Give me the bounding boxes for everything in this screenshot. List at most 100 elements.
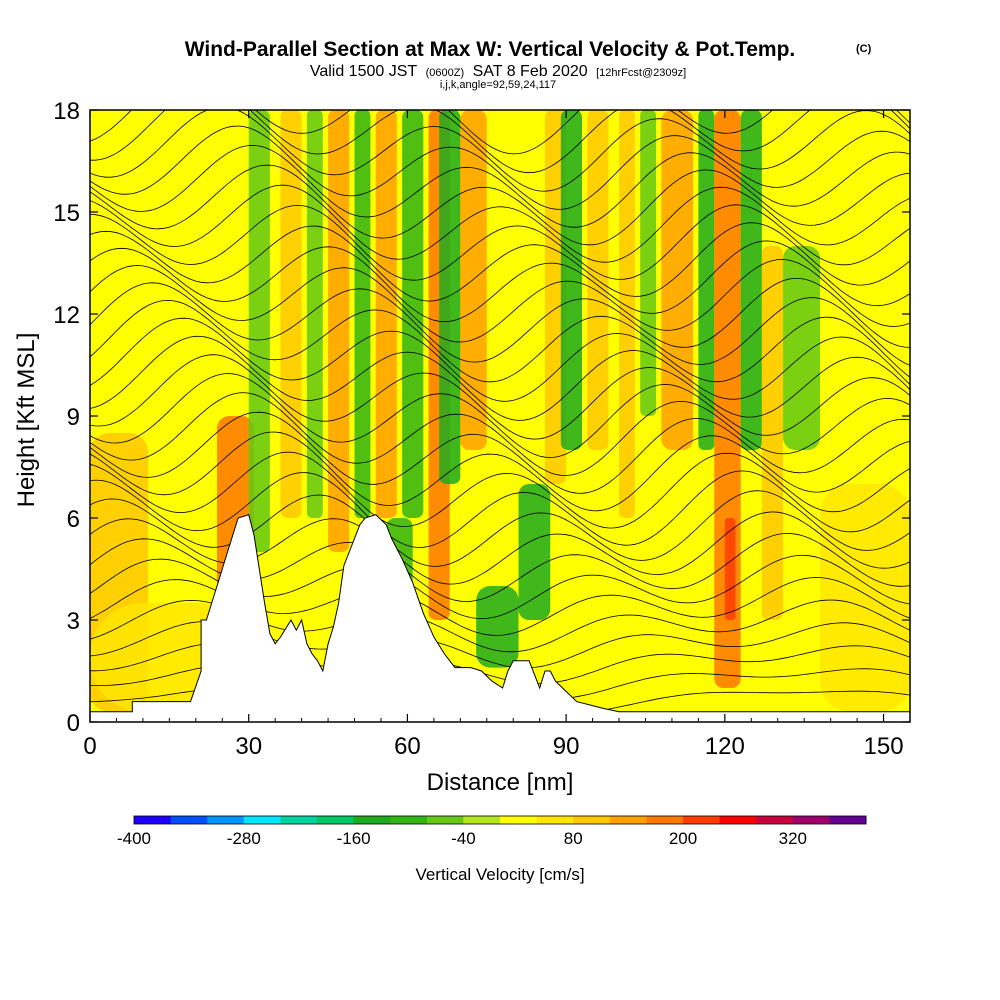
velocity-cell <box>820 484 910 712</box>
velocity-cell <box>761 246 784 620</box>
x-tick-label: 120 <box>705 733 745 760</box>
velocity-cell <box>560 110 582 450</box>
chart-subtitle: Valid 1500 JST (0600Z) SAT 8 Feb 2020 [1… <box>310 63 686 80</box>
grid-info: i,j,k,angle=92,59,24,117 <box>440 79 556 91</box>
colorbar: -400 -280 -160 -40 80 200 320 <box>117 815 867 848</box>
colorbar-tick-label: -160 <box>337 829 371 848</box>
isentrope-line <box>90 164 910 246</box>
isentrope-line <box>90 335 910 421</box>
velocity-cell <box>740 110 762 450</box>
isentrope-line <box>90 451 910 529</box>
y-tick-label: 0 <box>67 710 80 737</box>
colorbar-swatch <box>683 816 721 824</box>
velocity-cell <box>354 110 371 518</box>
y-tick-label: 9 <box>67 404 80 431</box>
isentrope-line <box>90 259 910 343</box>
colorbar-swatch <box>829 816 867 824</box>
colorbar-frame <box>133 815 867 825</box>
isentrope-line <box>90 316 910 402</box>
velocity-cell <box>640 110 657 416</box>
colorbar-swatch <box>500 816 538 824</box>
chart-title: Wind-Parallel Section at Max W: Vertical… <box>185 38 796 61</box>
colorbar-tick-label: -40 <box>451 829 476 848</box>
isentrope-line <box>90 184 910 263</box>
colorbar-swatch <box>317 816 355 824</box>
y-tick-label: 18 <box>53 98 80 125</box>
velocity-cell <box>783 246 821 450</box>
y-axis: 0 3 6 9 12 15 18 <box>53 98 910 737</box>
colorbar-swatch <box>792 816 830 824</box>
x-tick-label: 150 <box>864 733 904 760</box>
x-tick-label: 0 <box>83 733 96 760</box>
isentrope-line <box>90 125 910 210</box>
y-tick-label: 12 <box>53 302 80 329</box>
colorbar-swatch <box>463 816 501 824</box>
isentrope-line <box>90 110 910 155</box>
isentrope-line <box>90 297 910 383</box>
velocity-cell <box>724 518 736 620</box>
colorbar-swatch <box>719 816 757 824</box>
subtitle-date: SAT 8 Feb 2020 <box>473 63 588 80</box>
y-tick-label: 6 <box>67 506 80 533</box>
velocity-field <box>90 110 910 722</box>
colorbar-swatch <box>243 816 281 824</box>
velocity-cell <box>280 110 302 518</box>
isentrope-line <box>90 470 910 548</box>
colorbar-swatch <box>426 816 464 824</box>
colorbar-tick-label: -400 <box>117 829 151 848</box>
velocity-cell <box>402 110 424 518</box>
subtitle-utc: (0600Z) <box>426 67 465 79</box>
isentrope-line <box>90 490 910 567</box>
colorbar-tick-label: 80 <box>564 829 583 848</box>
colorbar-tick-label: 320 <box>779 829 807 848</box>
isentrope-line <box>90 144 910 228</box>
isentrope-line <box>90 354 910 440</box>
velocity-cell <box>328 110 350 552</box>
x-tick-label: 60 <box>394 733 421 760</box>
colorbar-swatch <box>280 816 318 824</box>
velocity-cell <box>661 110 694 450</box>
velocity-cell <box>439 110 461 484</box>
subtitle-forecast: [12hrFcst@2309z] <box>596 67 686 79</box>
y-tick-label: 15 <box>53 200 80 227</box>
x-tick-label: 90 <box>553 733 580 760</box>
colorbar-swatch <box>536 816 574 824</box>
colorbar-swatch <box>756 816 794 824</box>
colorbar-swatch <box>134 816 172 824</box>
isentrope-line <box>90 392 910 476</box>
isentrope-line <box>90 204 910 281</box>
colorbar-tick-label: 200 <box>669 829 697 848</box>
chart-title-unit: (C) <box>856 43 872 55</box>
isentrope-line <box>90 110 910 174</box>
velocity-cell <box>375 110 397 518</box>
isentrope-line <box>90 110 910 192</box>
velocity-cell <box>248 110 270 552</box>
colorbar-swatch <box>573 816 611 824</box>
x-axis-label: Distance [nm] <box>427 769 574 796</box>
colorbar-swatch <box>207 816 245 824</box>
x-tick-label: 30 <box>235 733 262 760</box>
colorbar-title: Vertical Velocity [cm/s] <box>415 865 584 884</box>
isentrope-line <box>90 222 910 302</box>
colorbar-tick-label: -280 <box>227 829 261 848</box>
velocity-cell <box>306 110 323 518</box>
isentrope-line <box>90 278 910 363</box>
colorbar-swatch <box>353 816 391 824</box>
velocity-cell <box>460 110 487 450</box>
x-axis: 0 30 60 90 120 150 <box>83 110 911 760</box>
velocity-cell <box>518 484 551 620</box>
subtitle-valid: Valid 1500 JST <box>310 63 418 80</box>
isentrope-line <box>90 411 910 494</box>
colorbar-swatch <box>170 816 208 824</box>
isentrope-line <box>90 431 910 512</box>
colorbar-swatch <box>646 816 684 824</box>
colorbar-swatch <box>609 816 647 824</box>
velocity-cell <box>619 110 635 518</box>
isentrope-line <box>90 373 910 458</box>
y-axis-label: Height [Kft MSL] <box>13 333 40 508</box>
colorbar-swatch <box>390 816 428 824</box>
velocity-cell <box>476 586 519 668</box>
potential-temperature-contours <box>90 110 910 716</box>
isentrope-line <box>90 240 910 323</box>
